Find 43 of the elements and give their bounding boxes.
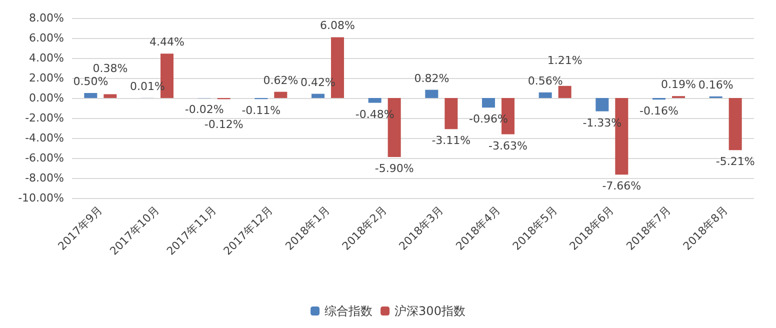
bar [596, 98, 609, 112]
data-label: -0.11% [242, 104, 281, 118]
bar [274, 92, 288, 98]
data-label: 0.62% [263, 74, 298, 87]
data-label: 0.16% [698, 78, 734, 92]
data-label: -5.90% [374, 162, 414, 175]
legend-label: 沪深300指数 [394, 304, 466, 318]
y-tick-label: 4.00% [29, 52, 64, 64]
bar [368, 98, 382, 103]
data-label: -0.02% [184, 103, 224, 116]
y-tick-label: 6.00% [29, 32, 64, 44]
data-label: 6.08% [320, 19, 355, 32]
bar [482, 98, 495, 108]
data-label: 0.38% [92, 62, 128, 76]
data-label: -0.12% [204, 118, 244, 132]
data-label: 0.82% [414, 72, 450, 85]
bar [444, 98, 458, 130]
bar [312, 94, 324, 98]
legend-label: 综合指数 [324, 304, 373, 318]
data-label: -3.63% [488, 139, 528, 152]
data-label: 4.44% [150, 36, 184, 49]
y-tick-label: -6.00% [25, 152, 64, 164]
bar [558, 86, 572, 98]
data-label: -7.66% [602, 180, 642, 193]
data-label: 1.21% [547, 54, 582, 67]
data-label: -5.21% [716, 155, 755, 168]
data-label: -0.16% [640, 104, 678, 118]
data-label: 0.19% [661, 78, 696, 92]
bar [104, 94, 117, 98]
bar [425, 90, 438, 98]
y-tick-label: 8.00% [29, 12, 64, 24]
data-label: 0.50% [73, 75, 108, 88]
y-tick-label: -8.00% [25, 172, 64, 184]
bar [538, 92, 552, 98]
bar [728, 98, 742, 150]
data-label: -3.11% [432, 134, 471, 148]
y-tick-label: 2.00% [29, 72, 64, 84]
y-tick-label: -10.00% [18, 192, 64, 204]
y-tick-label: -4.00% [25, 132, 64, 144]
data-label: 0.56% [528, 74, 563, 88]
bar [84, 93, 98, 98]
y-tick-label: -2.00% [25, 112, 64, 124]
y-tick-label: 0.00% [29, 92, 64, 104]
